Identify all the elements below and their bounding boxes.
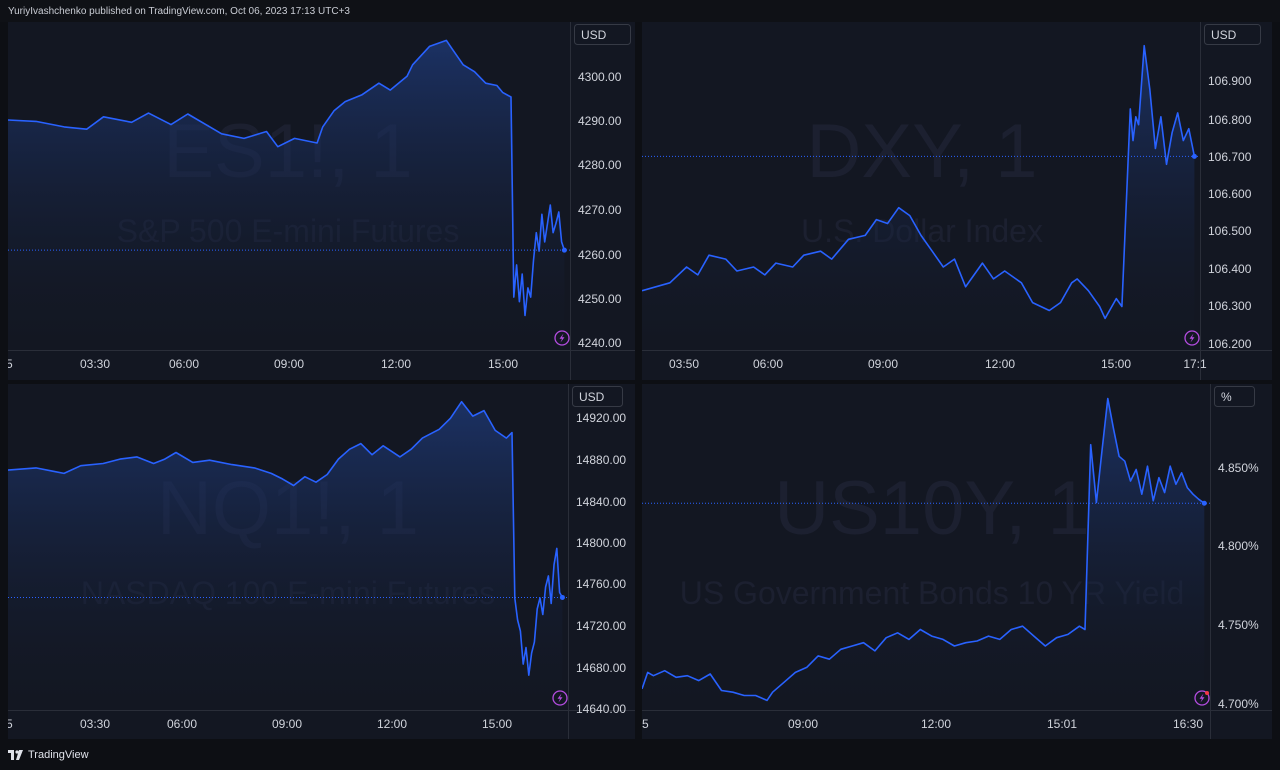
y-tick-label: 14720.00 (576, 619, 626, 633)
x-tick-label: 09:00 (868, 357, 898, 371)
y-tick-label: 4.750% (1218, 618, 1259, 632)
header-bar: YuriyIvashchenko published on TradingVie… (0, 0, 1280, 22)
x-tick-label: 12:00 (381, 357, 411, 371)
x-tick-label: 15:00 (482, 717, 512, 731)
y-tick-label: 14640.00 (576, 702, 626, 716)
y-tick-label: 4240.00 (578, 336, 622, 350)
x-tick-label: 12:00 (377, 717, 407, 731)
chart-panel-nq[interactable]: NQ1!, 1NASDAQ 100 E-mini FuturesUSD14920… (8, 384, 635, 739)
publish-info: YuriyIvashchenko published on TradingVie… (8, 6, 350, 17)
x-tick-label: 12:00 (921, 717, 951, 731)
chart-svg[interactable]: US10Y, 1US Government Bonds 10 YR Yield%… (642, 384, 1272, 739)
x-tick-label: 12:00 (985, 357, 1015, 371)
y-tick-label: 14880.00 (576, 453, 626, 467)
y-tick-label: 4.700% (1218, 697, 1259, 711)
lightning-icon[interactable] (552, 690, 568, 706)
svg-text:USD: USD (579, 390, 605, 404)
y-tick-label: 4270.00 (578, 203, 622, 217)
last-price-dot (561, 247, 567, 253)
chart-svg[interactable]: DXY, 1U.S. Dollar IndexUSD106.900106.800… (642, 22, 1272, 380)
y-tick-label: 4300.00 (578, 70, 622, 84)
y-tick-label: 4250.00 (578, 292, 622, 306)
x-tick-label: 09:00 (274, 357, 304, 371)
chart-panel-es[interactable]: ES1!, 1S&P 500 E-mini FuturesUSD4300.004… (8, 22, 635, 380)
x-tick-label: 15:00 (488, 357, 518, 371)
y-tick-label: 14920.00 (576, 411, 626, 425)
y-tick-label: 106.800 (1208, 113, 1252, 127)
y-tick-label: 4280.00 (578, 158, 622, 172)
x-tick-label: 09:00 (272, 717, 302, 731)
y-tick-label: 4.850% (1218, 461, 1259, 475)
x-tick-label: 5 (642, 717, 649, 731)
x-tick-label: 15:01 (1047, 717, 1077, 731)
y-tick-label: 106.500 (1208, 224, 1252, 238)
y-tick-label: 106.200 (1208, 337, 1252, 351)
y-tick-label: 106.600 (1208, 187, 1252, 201)
y-tick-label: 14840.00 (576, 495, 626, 509)
y-tick-label: 106.700 (1208, 150, 1252, 164)
x-tick-label: 17:1 (1183, 357, 1207, 371)
series-line[interactable] (8, 39, 566, 317)
y-tick-label: 106.300 (1208, 299, 1252, 313)
x-tick-label: 09:00 (788, 717, 818, 731)
svg-text:USD: USD (1211, 28, 1237, 42)
series-area (8, 401, 563, 710)
tradingview-logo[interactable]: TradingView (8, 748, 89, 762)
x-tick-label: 5 (8, 357, 13, 371)
footer-brand: TradingView (28, 749, 89, 761)
currency-unit-button[interactable]: USD (572, 386, 623, 407)
currency-unit-button[interactable]: USD (1204, 24, 1261, 45)
lightning-icon[interactable] (1184, 330, 1200, 346)
x-tick-label: 06:00 (169, 357, 199, 371)
svg-text:USD: USD (581, 28, 607, 42)
chart-panel-dxy[interactable]: DXY, 1 U.S. Dollar Index USD 106.900 106.800… (642, 22, 1272, 380)
last-price-dot (559, 594, 565, 600)
x-tick-label: 06:00 (753, 357, 783, 371)
chart-svg[interactable]: NQ1!, 1NASDAQ 100 E-mini FuturesUSD14920… (8, 384, 635, 739)
last-price-dot (1191, 153, 1197, 159)
x-tick-label: 03:30 (80, 717, 110, 731)
x-tick-label: 06:00 (167, 717, 197, 731)
watermark-symbol: US10Y, 1 (774, 466, 1090, 551)
tradingview-logo-icon (8, 750, 23, 760)
x-tick-label: 5 (8, 717, 13, 731)
y-tick-label: 4.800% (1218, 539, 1259, 553)
chart-svg[interactable]: ES1!, 1S&P 500 E-mini FuturesUSD4300.004… (8, 22, 635, 380)
chart-panel-us10y[interactable]: US10Y, 1 US Government Bonds 10 YR Yield%… (642, 384, 1272, 739)
watermark-symbol: DXY, 1 (807, 109, 1038, 194)
svg-text:%: % (1221, 390, 1232, 404)
series-area (642, 45, 1195, 350)
series-area (8, 40, 565, 351)
series-line[interactable] (8, 400, 564, 676)
y-tick-label: 14800.00 (576, 536, 626, 550)
currency-unit-button[interactable]: % (1214, 386, 1255, 407)
footer-bar: TradingView (0, 740, 1280, 770)
series-line[interactable] (642, 44, 1196, 320)
y-tick-label: 14760.00 (576, 577, 626, 591)
x-tick-label: 03:30 (80, 357, 110, 371)
x-tick-label: 03:50 (669, 357, 699, 371)
x-tick-label: 15:00 (1101, 357, 1131, 371)
y-tick-label: 106.900 (1208, 74, 1252, 88)
y-tick-label: 14680.00 (576, 661, 626, 675)
series-line[interactable] (642, 397, 1205, 702)
y-tick-label: 4290.00 (578, 114, 622, 128)
currency-unit-button[interactable]: USD (574, 24, 631, 45)
series-area (642, 398, 1205, 710)
x-tick-label: 16:30 (1173, 717, 1203, 731)
lightning-icon[interactable] (1194, 690, 1210, 706)
y-tick-label: 4260.00 (578, 248, 622, 262)
lightning-icon[interactable] (554, 330, 570, 346)
y-tick-label: 106.400 (1208, 262, 1252, 276)
last-price-dot (1201, 500, 1207, 506)
